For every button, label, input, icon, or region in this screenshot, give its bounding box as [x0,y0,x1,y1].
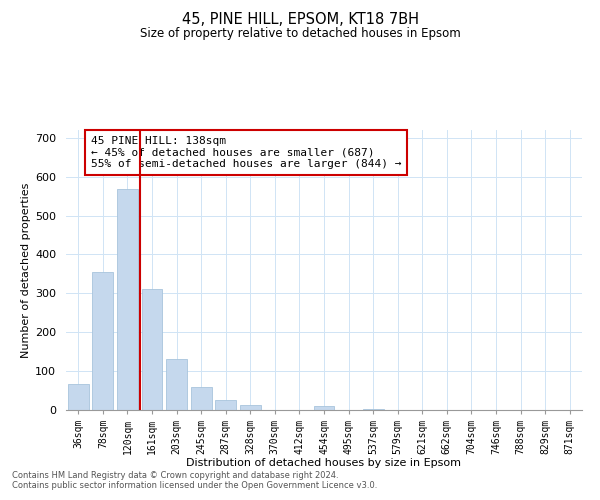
Bar [117,189,138,410]
Text: Size of property relative to detached houses in Epsom: Size of property relative to detached ho… [140,28,460,40]
Text: 45, PINE HILL, EPSOM, KT18 7BH: 45, PINE HILL, EPSOM, KT18 7BH [182,12,419,28]
X-axis label: Distribution of detached houses by size in Epsom: Distribution of detached houses by size … [187,458,461,468]
Bar [191,388,212,410]
Bar [166,358,187,410]
Bar [215,400,236,410]
Bar [92,272,113,410]
Bar [142,288,163,410]
Text: 45 PINE HILL: 138sqm
← 45% of detached houses are smaller (687)
55% of semi-deta: 45 PINE HILL: 138sqm ← 45% of detached h… [91,136,401,169]
Bar [314,406,334,410]
Bar [362,409,383,410]
Bar [68,384,89,410]
Bar [240,404,261,410]
Y-axis label: Number of detached properties: Number of detached properties [21,182,31,358]
Text: Contains HM Land Registry data © Crown copyright and database right 2024.
Contai: Contains HM Land Registry data © Crown c… [12,470,377,490]
